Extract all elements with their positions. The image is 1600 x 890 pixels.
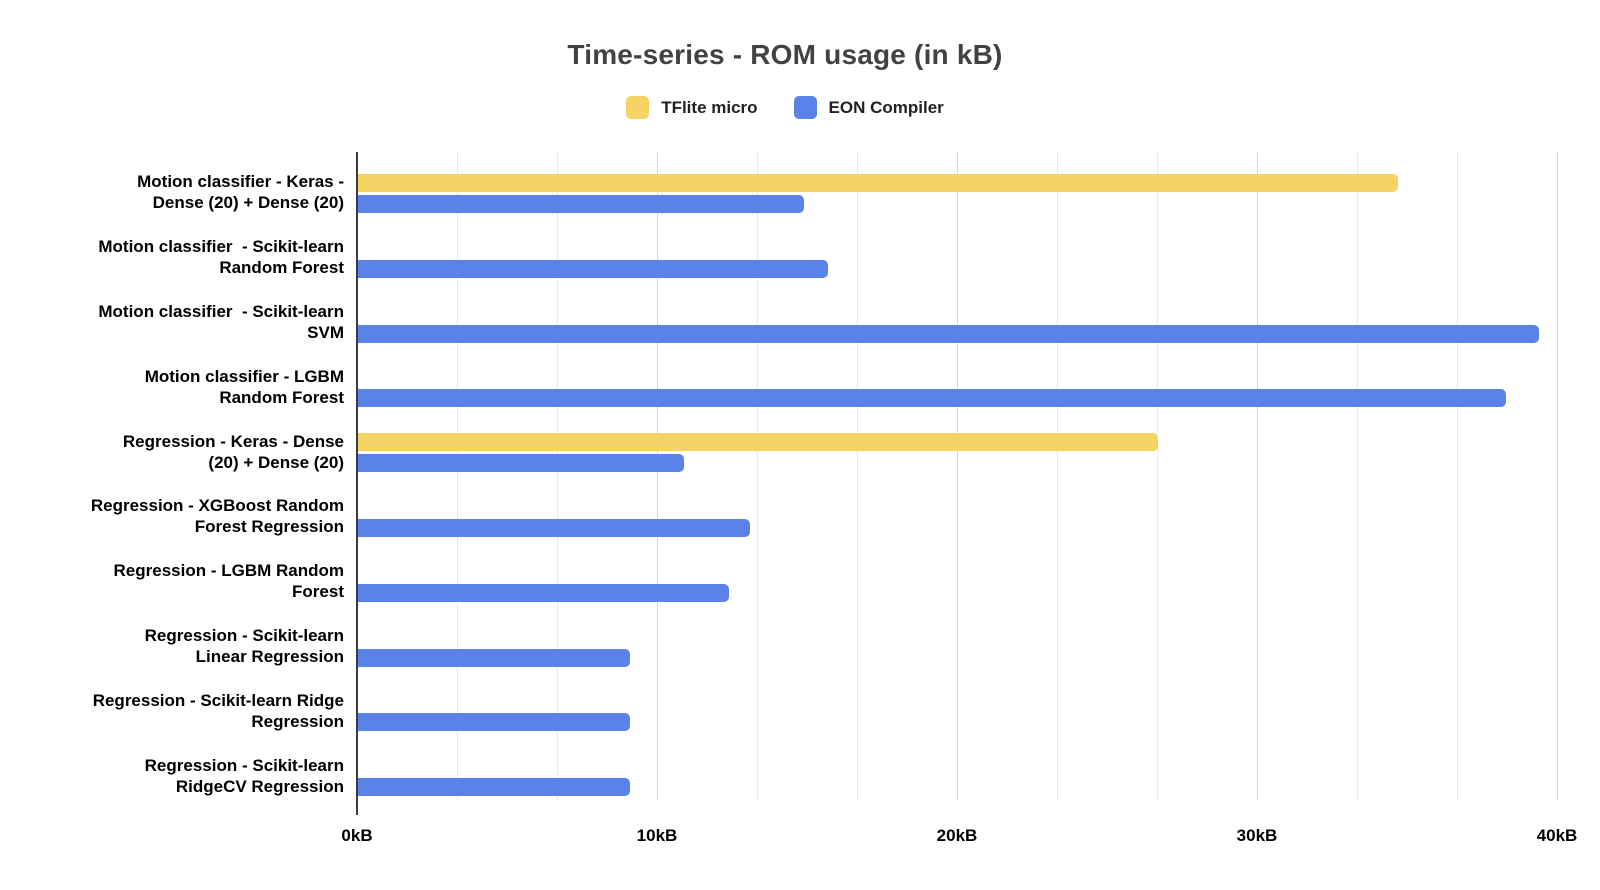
- category-label-line: Motion classifier - Keras -: [137, 172, 344, 192]
- bar-eon-compiler: [357, 324, 1539, 343]
- bar-eon-compiler: [357, 713, 630, 732]
- category-label: Regression - Scikit-learn Linear Regressi…: [145, 625, 344, 667]
- category-label-line: Random Forest: [219, 258, 344, 278]
- category-label: Regression - LGBM Random Forest: [114, 560, 344, 602]
- category-label-line: Dense (20) + Dense (20): [152, 193, 344, 213]
- category-label-band: Motion classifier - Keras - Dense (20) + …: [0, 152, 344, 217]
- bar-group: [357, 606, 1557, 671]
- x-axis: 0kB 10kB 20kB 30kB 40kB: [341, 826, 1577, 848]
- minor-gridline: [1457, 152, 1458, 800]
- bar-eon-compiler: [357, 195, 804, 213]
- x-axis-tick-label: 0kB: [341, 826, 373, 845]
- bar-eon-compiler: [357, 519, 750, 537]
- category-label-band: Regression - Keras - Dense (20) + Dense (…: [0, 411, 344, 476]
- category-label-band: Regression - Scikit-learn Ridge Regressio…: [0, 670, 344, 735]
- category-label-line: SVM: [307, 322, 344, 342]
- bar-eon-compiler: [357, 778, 630, 797]
- category-label-line: Forest Regression: [194, 517, 344, 537]
- legend-item-tflite-micro: TFlite micro: [626, 96, 758, 119]
- category-axis-labels: Motion classifier - Keras - Dense (20) + …: [0, 152, 344, 800]
- bar-eon-compiler: [357, 583, 729, 602]
- bar-eon-compiler: [357, 648, 630, 667]
- category-label: Motion classifier - Scikit-learn Random F…: [98, 236, 344, 278]
- category-label: Regression - Scikit-learn Ridge Regressio…: [93, 690, 344, 732]
- legend-label: EON Compiler: [828, 97, 944, 117]
- minor-gridline: [757, 152, 758, 800]
- minor-gridline: [1057, 152, 1058, 800]
- category-label-line: RidgeCV Regression: [175, 776, 344, 796]
- bar-group: [357, 346, 1557, 411]
- minor-gridline: [1357, 152, 1358, 800]
- x-axis-tick-label: 40kB: [1536, 826, 1578, 845]
- x-axis-tick-label: 30kB: [1236, 826, 1278, 845]
- plot-area: [357, 152, 1558, 800]
- legend-item-eon-compiler: EON Compiler: [793, 96, 944, 119]
- x-axis-tick-label: 10kB: [636, 826, 678, 845]
- bar-group: [357, 670, 1557, 735]
- category-label-line: Random Forest: [219, 387, 344, 407]
- category-label-band: Motion classifier - Scikit-learn SVM: [0, 282, 344, 347]
- category-label-band: Motion classifier - LGBM Random Forest: [0, 346, 344, 411]
- category-label: Motion classifier - LGBM Random Forest: [145, 366, 344, 408]
- category-label-band: Regression - LGBM Random Forest: [0, 541, 344, 606]
- minor-gridline: [857, 152, 858, 800]
- bar-group: [357, 735, 1557, 800]
- major-gridline: [1557, 152, 1558, 800]
- category-label-line: Regression: [251, 711, 344, 731]
- category-label-band: Regression - XGBoost Random Forest Regres…: [0, 476, 344, 541]
- category-label-line: Forest: [292, 582, 344, 602]
- minor-gridline: [557, 152, 558, 800]
- category-label-band: Regression - Scikit-learn RidgeCV Regress…: [0, 735, 344, 800]
- category-label: Regression - Scikit-learn RidgeCV Regress…: [145, 755, 344, 797]
- bar-group: [357, 541, 1557, 606]
- y-axis-line: [356, 152, 358, 815]
- category-label-line: Regression - LGBM Random: [113, 561, 344, 581]
- legend-swatch-icon: [793, 96, 817, 119]
- bar-eon-compiler: [357, 259, 828, 278]
- category-label: Regression - Keras - Dense (20) + Dense (…: [123, 431, 344, 473]
- category-label-line: Motion classifier - LGBM: [144, 366, 344, 386]
- legend-label: TFlite micro: [661, 97, 758, 117]
- major-gridline: [1257, 152, 1258, 800]
- category-label: Regression - XGBoost Random Forest Regres…: [91, 495, 344, 537]
- bar-group: [357, 411, 1557, 476]
- bar-group: [357, 217, 1557, 282]
- category-label-line: Regression - Scikit-learn: [144, 755, 344, 775]
- bar-group: [357, 476, 1557, 541]
- major-gridline: [957, 152, 958, 800]
- category-label-line: Motion classifier - Scikit-learn: [98, 301, 344, 321]
- legend: TFlite micro EON Compiler: [0, 96, 1570, 119]
- category-label-line: (20) + Dense (20): [208, 452, 344, 472]
- chart-title: Time-series - ROM usage (in kB): [567, 39, 1003, 70]
- category-label: Motion classifier - Keras - Dense (20) + …: [137, 171, 344, 213]
- x-axis-tick-label: 20kB: [936, 826, 978, 845]
- category-label-line: Regression - Scikit-learn Ridge: [92, 690, 344, 710]
- bar-eon-compiler: [357, 454, 684, 473]
- bar-tflite-micro: [357, 174, 1398, 192]
- bar-group: [357, 152, 1557, 217]
- category-label-line: Regression - Keras - Dense: [122, 431, 344, 451]
- category-label-line: Motion classifier - Scikit-learn: [98, 237, 344, 257]
- category-label-line: Regression - Scikit-learn: [144, 625, 344, 645]
- bar-eon-compiler: [357, 389, 1506, 408]
- bar-group: [357, 282, 1557, 347]
- category-label-line: Linear Regression: [195, 646, 344, 666]
- legend-swatch-icon: [626, 96, 650, 119]
- category-label: Motion classifier - Scikit-learn SVM: [98, 301, 344, 343]
- category-label-band: Regression - Scikit-learn Linear Regressi…: [0, 606, 344, 671]
- minor-gridline: [457, 152, 458, 800]
- bar-tflite-micro: [357, 433, 1158, 452]
- category-label-line: Regression - XGBoost Random: [90, 496, 344, 516]
- minor-gridline: [1157, 152, 1158, 800]
- category-label-band: Motion classifier - Scikit-learn Random F…: [0, 217, 344, 282]
- major-gridline: [657, 152, 658, 800]
